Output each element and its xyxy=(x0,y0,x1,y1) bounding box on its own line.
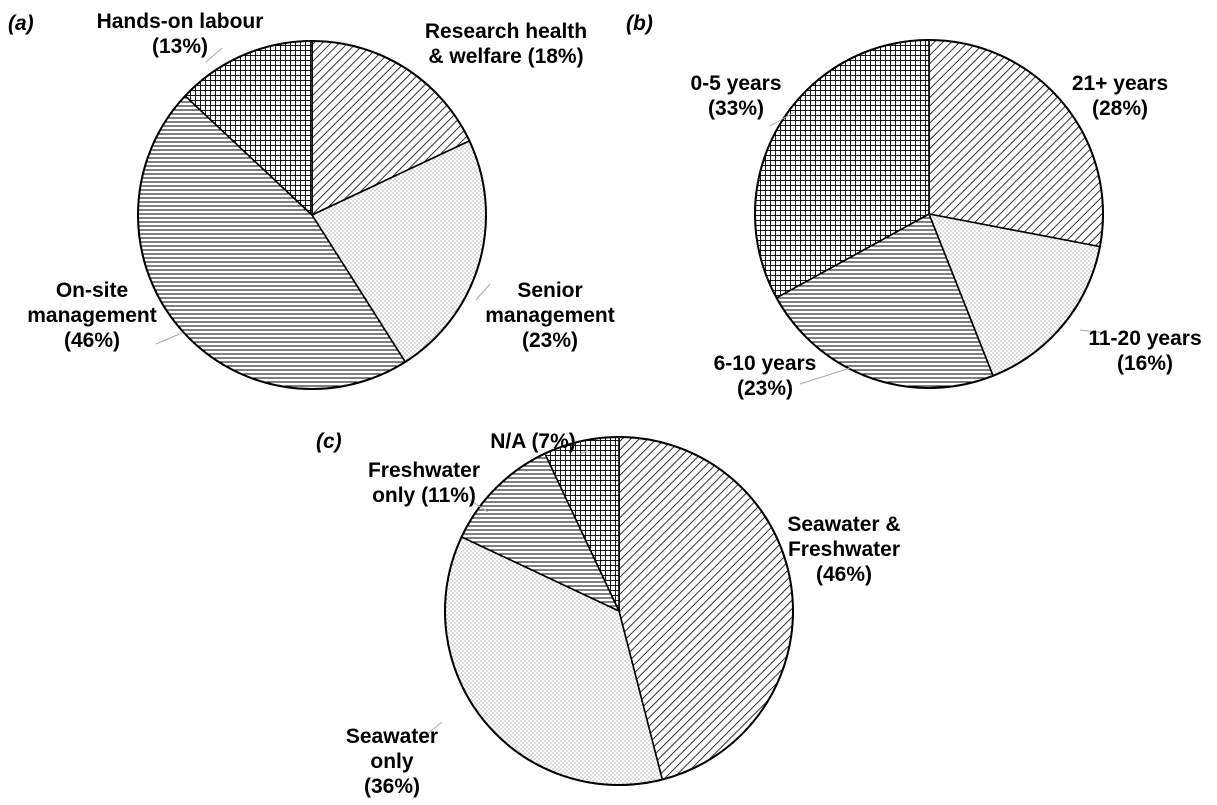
slice-label-freshwater-only: Freshwater only (11%) xyxy=(368,459,480,507)
label-leader-line xyxy=(469,499,489,513)
label-leader-line xyxy=(1079,329,1107,334)
pie-slice-21-years xyxy=(928,39,1104,248)
label-leader-line xyxy=(155,332,183,345)
slice-label-21-years: 21+ years (28%) xyxy=(1072,72,1168,120)
slice-label-0-5-years: 0-5 years (33%) xyxy=(690,72,781,120)
slice-label-11-20-years: 11-20 years (16%) xyxy=(1088,327,1201,375)
pie-outline xyxy=(754,39,1104,389)
slice-label-hands-on-labour: Hands-on labour (13%) xyxy=(97,10,264,58)
slice-label-on-site-management: On-site management (46%) xyxy=(27,279,157,352)
pie-chart-a: (a) Research health & welfare (18%) Senior… xyxy=(8,10,615,390)
panel-letter-b: (b) xyxy=(626,12,653,35)
label-leader-line xyxy=(475,283,491,301)
slice-label-seawater-freshwater: Seawater & Freshwater (46%) xyxy=(787,513,900,586)
slice-label-n-a: N/A (7%) xyxy=(490,430,576,453)
slice-label-research-health-welfare: Research health & welfare (18%) xyxy=(425,20,587,68)
slice-label-senior-management: Senior management (23%) xyxy=(485,279,615,352)
pie-outline xyxy=(444,436,794,786)
label-leader-line xyxy=(205,47,223,63)
label-leader-line xyxy=(579,449,589,455)
slice-label-seawater-only: Seawater only (36%) xyxy=(346,725,438,798)
slice-label-6-10-years: 6-10 years (23%) xyxy=(714,352,817,400)
pie-chart-c: (c) Seawater & Freshwater (46%) Seawater onl… xyxy=(316,430,901,798)
panel-letter-c: (c) xyxy=(316,430,342,453)
label-leader-line xyxy=(799,367,851,385)
pie-chart-b: (b) 21+ years (28%) 11-20 years (16%) 6-10 y… xyxy=(626,12,1202,400)
panel-letter-a: (a) xyxy=(8,12,34,35)
label-leader-line xyxy=(769,111,796,127)
label-leader-line xyxy=(419,721,443,741)
pie-outline xyxy=(137,40,487,390)
